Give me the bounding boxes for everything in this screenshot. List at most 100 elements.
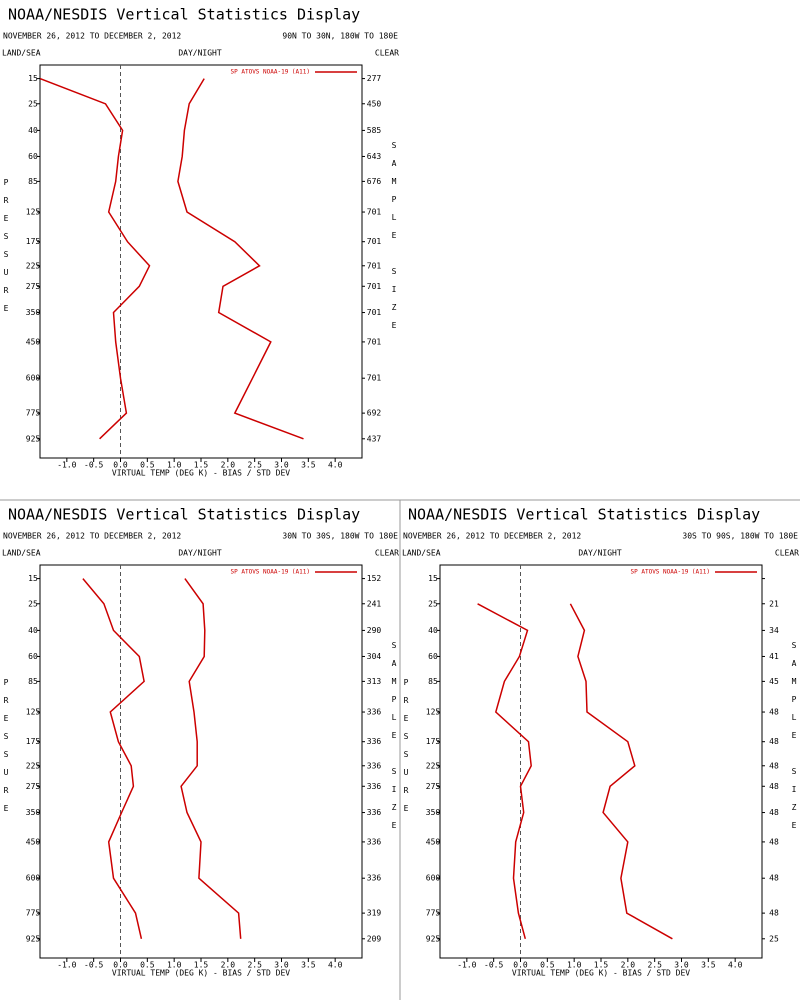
y-tick-label: 85	[28, 677, 38, 686]
sample-size-label: 701	[367, 237, 382, 246]
x-tick-label: -1.0	[457, 961, 476, 970]
sample-size-label: 701	[367, 337, 382, 346]
y-tick-label: 125	[26, 208, 41, 217]
sample-size-label: 701	[367, 261, 382, 270]
sample-size-label: 336	[367, 782, 382, 791]
x-tick-label: 2.5	[247, 461, 262, 470]
sample-size-label: 585	[367, 126, 382, 135]
y-tick-label: 40	[28, 626, 38, 635]
header: LAND/SEA	[2, 549, 41, 558]
y-tick-label: 60	[28, 152, 38, 161]
series-line	[180, 578, 242, 939]
subtitle: NOVEMBER 26, 2012 TO DECEMBER 2, 2012	[403, 532, 581, 541]
sample-size-label: 21	[769, 599, 779, 608]
y-tick-label: 85	[428, 677, 438, 686]
subtitle: NOVEMBER 26, 2012 TO DECEMBER 2, 2012	[3, 532, 181, 541]
sample-size-label: 48	[769, 909, 779, 918]
sample-size-label: 643	[367, 152, 382, 161]
sample-size-label: 48	[769, 708, 779, 717]
sample-size-label: 290	[367, 626, 382, 635]
y-tick-label: 450	[426, 837, 441, 846]
x-tick-label: 1.5	[594, 961, 609, 970]
sample-size-label: 336	[367, 874, 382, 883]
y-tick-label: 775	[26, 409, 41, 418]
series-line	[40, 77, 151, 440]
y-tick-label: 60	[28, 652, 38, 661]
y-tick-label: 225	[26, 261, 41, 270]
series-line	[177, 78, 304, 440]
y-tick-label: 25	[28, 599, 38, 608]
y-tick-label: 225	[426, 761, 441, 770]
sample-size-label: 336	[367, 761, 382, 770]
y-tick-label: 275	[426, 782, 441, 791]
sample-size-label: 701	[367, 374, 382, 383]
x-tick-label: 1.5	[194, 961, 209, 970]
y-tick-label: 350	[26, 308, 41, 317]
x-axis-label: VIRTUAL TEMP (DEG K) - BIAS / STD DEV	[112, 469, 290, 478]
y-tick-label: 85	[28, 177, 38, 186]
x-tick-label: 2.0	[221, 961, 236, 970]
y-tick-label: 125	[426, 708, 441, 717]
y-tick-label: 925	[26, 434, 41, 443]
y-tick-label: 225	[26, 761, 41, 770]
sample-size-label: 692	[367, 409, 382, 418]
y-tick-label: 450	[26, 337, 41, 346]
chart-title: NOAA/NESDIS Vertical Statistics Display	[8, 506, 360, 524]
series-line	[82, 578, 145, 939]
x-tick-label: 3.0	[274, 461, 289, 470]
x-tick-label: 3.5	[301, 461, 316, 470]
x-tick-label: 3.5	[301, 961, 316, 970]
y-tick-label: 600	[26, 874, 41, 883]
y-tick-label: 450	[26, 837, 41, 846]
y-tick-label: 40	[428, 626, 438, 635]
y-tick-label: 15	[28, 574, 38, 583]
sample-size-label: 304	[367, 652, 382, 661]
y-tick-label: 15	[28, 74, 38, 83]
x-tick-label: 3.5	[701, 961, 716, 970]
sample-size-label: 48	[769, 837, 779, 846]
sample-size-label: 319	[367, 909, 382, 918]
sample-size-label: 336	[367, 708, 382, 717]
y-tick-label: 350	[26, 808, 41, 817]
plot-frame	[39, 64, 363, 459]
region: 30S TO 90S, 180W TO 180E	[682, 532, 798, 541]
sample-size-label: 48	[769, 808, 779, 817]
x-tick-label: 0.0	[113, 461, 128, 470]
sample-size-label: 676	[367, 177, 382, 186]
x-tick-label: 0.0	[513, 961, 528, 970]
x-tick-label: 2.5	[647, 961, 662, 970]
header: DAY/NIGHT	[578, 549, 622, 558]
x-tick-label: -0.5	[84, 461, 103, 470]
x-tick-label: 2.0	[221, 461, 236, 470]
sample-size-label: 152	[367, 574, 382, 583]
sample-size-label: 45	[769, 677, 779, 686]
sample-size-label: 48	[769, 761, 779, 770]
x-tick-label: -0.5	[484, 961, 503, 970]
sample-size-label: 41	[769, 652, 779, 661]
y-tick-label: 600	[26, 374, 41, 383]
x-tick-label: -1.0	[57, 461, 76, 470]
plot-frame	[39, 564, 363, 959]
y-tick-label: 925	[426, 934, 441, 943]
sample-size-label: 48	[769, 782, 779, 791]
y-tick-label: 25	[428, 599, 438, 608]
chart-title: NOAA/NESDIS Vertical Statistics Display	[8, 6, 360, 24]
y-tick-label: 60	[428, 652, 438, 661]
sample-size-label: 701	[367, 282, 382, 291]
sample-size-label: 450	[367, 99, 382, 108]
x-tick-label: 0.0	[113, 961, 128, 970]
y-tick-label: 275	[26, 282, 41, 291]
y-tick-label: 175	[26, 737, 41, 746]
x-tick-label: 2.5	[247, 961, 262, 970]
sample-size-label: 336	[367, 737, 382, 746]
header: LAND/SEA	[402, 549, 441, 558]
x-tick-label: 0.5	[140, 961, 155, 970]
sample-size-label: 34	[769, 626, 779, 635]
y-tick-label: 600	[426, 874, 441, 883]
